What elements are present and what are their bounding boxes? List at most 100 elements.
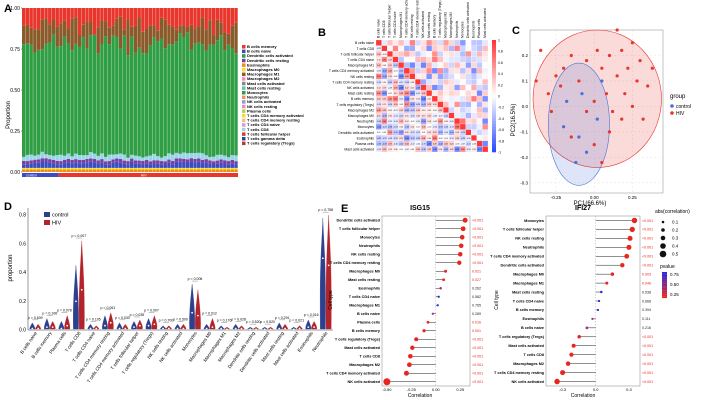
panel-d-median-hiv: [95, 327, 98, 330]
panel-e-row-label: T cells CD4 memory resting: [494, 371, 545, 375]
panel-e-color-legend-segment: [662, 277, 667, 279]
panel-b-colorbar-tick: -0.4: [498, 117, 504, 121]
panel-e-ifi27-title: IFI27: [575, 205, 591, 212]
panel-a-bar-segment-t-cells-cd8: [22, 156, 26, 161]
panel-a-bar-segment-tregs: [178, 8, 182, 26]
panel-b-cell-value: 0.12: [383, 104, 387, 106]
panel-b-cell-value: -0.13: [394, 115, 398, 117]
panel-a-bar-segment-b-cells-naive: [115, 161, 119, 168]
panel-a-bar-segment-tregs: [189, 8, 194, 25]
panel-a-bar-segment-eosinophil: [137, 169, 141, 172]
panel-d-violin-hiv: [137, 319, 143, 330]
panel-a-legend-label: Macrophages M1: [247, 72, 280, 77]
panel-c-point-control: [577, 135, 581, 139]
panel-b-heatmap-cell: [482, 123, 489, 130]
panel-a-bar-segment-mast: [74, 167, 78, 170]
panel-d-median-control: [147, 324, 150, 327]
panel-b-heatmap-cell: [420, 62, 427, 69]
panel-e-pvalue-label: <0.001: [642, 353, 653, 357]
panel-a-bar-segment-neutrophils: [215, 40, 220, 155]
panel-b-heatmap-cell: [443, 95, 449, 102]
panel-a-bar-segment-dendritic: [148, 161, 153, 165]
panel-a-bar-segment-neutrophils: [92, 34, 97, 154]
panel-e-pvalue-label: 0.262: [472, 287, 481, 291]
panel-a-bar-segment-tregs: [167, 8, 171, 25]
panel-b-heatmap-cell: [454, 118, 461, 125]
panel-b-cell-value: 0.63: [383, 121, 387, 123]
panel-a-bar-segment-tregs: [152, 8, 156, 26]
panel-d-median-control: [118, 327, 121, 330]
panel-a-bar-segment-tregs: [182, 8, 186, 26]
panel-e-color-legend-segment: [662, 281, 667, 283]
panel-a-bar-segment-eosinophil: [22, 169, 26, 172]
panel-a-bar-segment-b-cells-naive: [185, 162, 190, 168]
panel-e-color-legend-segment: [662, 288, 667, 291]
panel-b-colorbar-segment: [492, 146, 496, 150]
panel-b-colorbar-segment: [492, 101, 496, 105]
panel-a-bar-segment-t-cells-cd8: [215, 154, 220, 161]
panel-a-bar-segment-tregs: [204, 8, 208, 30]
panel-b-heatmap-cell: [459, 101, 466, 108]
panel-e-row-label: Macrophages M0: [349, 270, 380, 274]
panel-a-bar-segment-tregs: [156, 8, 160, 31]
panel-e-xtick: -0.25: [407, 387, 417, 392]
panel-b-cell-value: -0.68: [399, 87, 403, 89]
panel-a-bar-segment-t-cells-cd8: [170, 154, 175, 161]
panel-b-colorbar-segment: [492, 70, 496, 74]
panel-e-color-legend-segment: [662, 273, 667, 275]
panel-b-cell-value: -0.00: [394, 76, 398, 78]
panel-a-bar-segment-tregs: [122, 8, 126, 30]
panel-c-ellipse-hiv: [532, 29, 662, 168]
panel-a-bar-segment-b-cells-naive: [174, 161, 179, 168]
panel-e-lollipop-dot: [431, 312, 434, 315]
panel-e-row-label: Plasma cells: [357, 321, 380, 325]
panel-d-pvalue: p = 0.035: [130, 313, 145, 317]
panel-b-cell-value: 0.37: [388, 143, 392, 145]
panel-b-colorbar-segment: [492, 135, 496, 139]
panel-a-bar-segment-neutrophils: [96, 53, 100, 156]
panel-a-bar-segment-t-cells-cd8: [122, 154, 126, 161]
panel-b-cell-value: 0.18: [416, 115, 420, 117]
panel-a-bar-segment-t-cells-cd8: [96, 155, 100, 161]
panel-b-heatmap-cell: [431, 84, 438, 91]
panel-a-bar-segment-neutrophils: [174, 41, 179, 153]
panel-e-row-label: B cells naive: [357, 312, 380, 316]
panel-b-cell-value: -0.31: [410, 138, 414, 140]
panel-a-bar-segment-macrophages: [211, 35, 216, 45]
panel-a-bar-segment-neutrophils: [111, 35, 115, 155]
panel-c-ytick: 0.0: [522, 104, 529, 109]
panel-b-cell-value: -0.48: [416, 87, 420, 89]
panel-a-bar-segment-macrophages: [33, 29, 37, 53]
panel-a-bar-segment-tregs: [200, 8, 205, 18]
panel-e-size-legend-dot: [660, 235, 666, 241]
panel-b-cell-value: 0.35: [399, 121, 403, 123]
panel-b-heatmap-cell: [392, 51, 399, 57]
panel-a-bar-segment-b-cells-naive: [137, 163, 141, 168]
panel-b-heatmap-cell: [392, 56, 399, 63]
panel-a-bar-segment-t-cells-cd8: [100, 153, 104, 160]
panel-e-size-legend-label: 0.3: [672, 236, 679, 241]
panel-b-cell-value: -0.14: [444, 132, 448, 134]
panel-e-lollipop-dot: [591, 317, 594, 321]
panel-c-point-control: [595, 117, 599, 121]
panel-a-bar-segment-b-cells-naive: [122, 163, 126, 168]
panel-b-heatmap-cell: [426, 84, 433, 91]
panel-d-pvalue: p = 0.291: [275, 316, 290, 320]
panel-b-cell-value: -0.24: [416, 104, 420, 106]
panel-a-bar-segment-neutrophils: [126, 55, 130, 158]
panel-b-heatmap-cell: [454, 84, 461, 91]
panel-b-row-label: T cells CD4 memory resting: [332, 80, 374, 84]
panel-e-row-label: Dendritic cells activated: [337, 219, 381, 223]
panel-a-bar-segment-tregs: [111, 8, 115, 26]
panel-a-bar-segment-b-cells-naive: [159, 164, 164, 168]
panel-a-bar-segment-eosinophil: [85, 169, 89, 172]
panel-a-bar-segment-dendritic: [40, 158, 45, 162]
panel-b-heatmap-cell: [471, 118, 477, 125]
panel-a-bar-segment-mast: [182, 167, 186, 170]
panel-a-bar-segment-tregs: [103, 8, 108, 22]
panel-a-bar-segment-dendritic: [226, 161, 231, 165]
panel-e-size-legend-label: 0.1: [672, 220, 679, 225]
panel-b-cell-value: 0.27: [388, 65, 392, 67]
panel-a-bar-segment-mast: [234, 167, 238, 170]
panel-a-bar-segment-b-cells-naive: [163, 164, 167, 168]
